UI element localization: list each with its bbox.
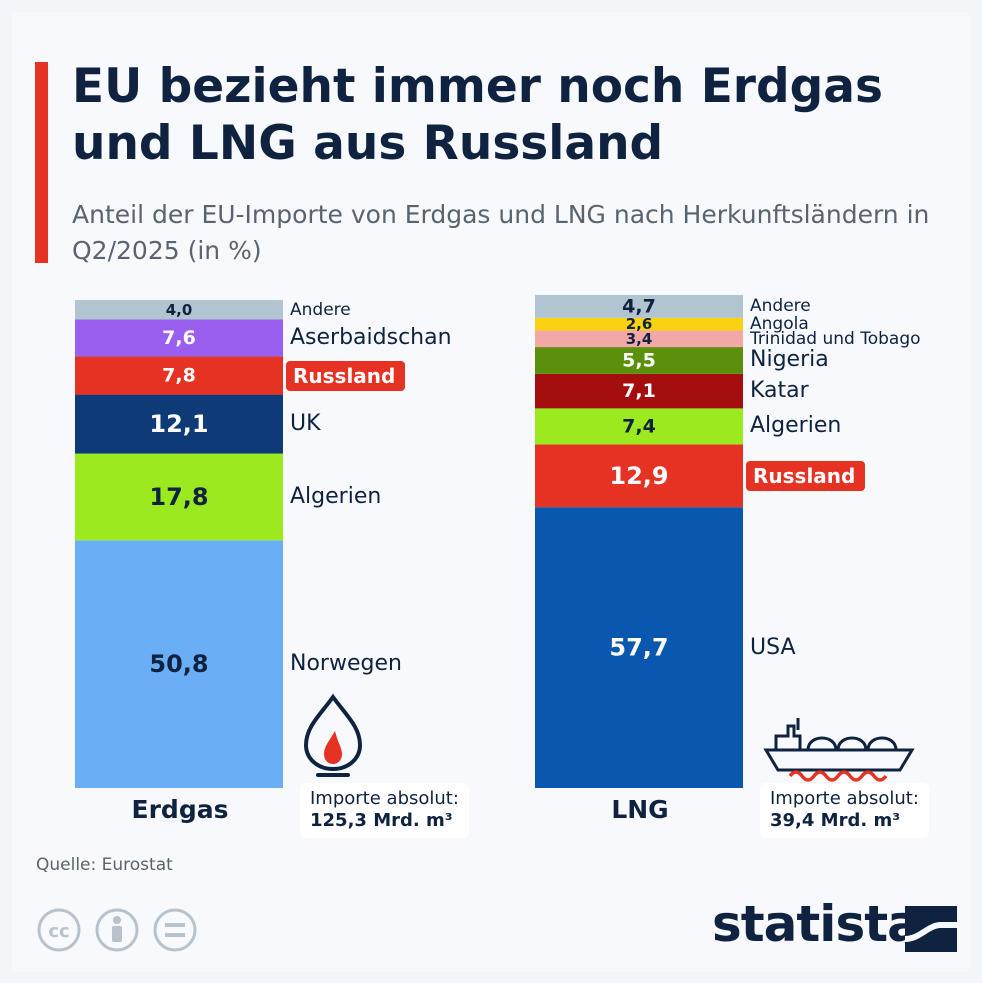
data-label-lng-trinidad-und-tobago: 3,4 <box>626 330 653 348</box>
attribution-icon[interactable] <box>95 908 139 952</box>
bar-segment-erdgas-uk <box>75 394 283 454</box>
data-label-lng-nigeria: 5,5 <box>622 349 656 371</box>
data-label-erdgas-andere: 4,0 <box>166 301 193 319</box>
license-icons[interactable]: cc <box>36 907 206 957</box>
statista-logo[interactable]: statista <box>712 895 921 953</box>
bar-segment-erdgas-russland <box>75 356 283 395</box>
info-label-lng: Importe absolut: <box>770 788 919 809</box>
bar-segment-lng-trinidad-und-tobago <box>535 330 743 348</box>
bar-segment-erdgas-andere <box>75 300 283 320</box>
info-box-erdgas: Importe absolut: 125,3 Mrd. m³ <box>300 783 469 838</box>
statista-logo-mark-icon <box>905 906 957 952</box>
data-label-lng-russland: 12,9 <box>609 462 668 490</box>
segment-name-lng-andere: Andere <box>750 296 811 317</box>
category-label-erdgas: Erdgas <box>131 795 229 824</box>
bar-segment-lng-usa <box>535 507 743 788</box>
data-label-erdgas-algerien: 17,8 <box>149 483 208 511</box>
bar-segment-lng-andere <box>535 295 743 318</box>
segment-name-lng-russland: Russland <box>746 460 866 491</box>
info-box-lng: Importe absolut: 39,4 Mrd. m³ <box>760 783 929 838</box>
bar-segment-lng-katar <box>535 373 743 409</box>
segment-name-lng-algerien: Algerien <box>750 413 842 439</box>
category-label-lng: LNG <box>611 795 669 824</box>
bar-segment-erdgas-aserbaidschan <box>75 319 283 357</box>
bar-segment-erdgas-algerien <box>75 453 283 541</box>
segment-name-erdgas-russland: Russland <box>286 360 406 391</box>
data-label-erdgas-uk: 12,1 <box>149 410 208 438</box>
data-label-lng-algerien: 7,4 <box>622 415 656 437</box>
segment-name-erdgas-algerien: Algerien <box>290 483 382 509</box>
segment-name-erdgas-andere: Andere <box>290 299 351 320</box>
lng-tanker-icon <box>763 718 915 782</box>
bar-segment-lng-nigeria <box>535 347 743 374</box>
bar-segment-lng-russland <box>535 444 743 508</box>
segment-name-lng-angola: Angola <box>750 314 809 335</box>
bar-segment-lng-angola <box>535 317 743 331</box>
segment-name-lng-nigeria: Nigeria <box>750 347 829 373</box>
info-label-erdgas: Importe absolut: <box>310 788 459 809</box>
segment-name-erdgas-norwegen: Norwegen <box>290 651 402 677</box>
segment-name-erdgas-aserbaidschan: Aserbaidschan <box>290 325 452 351</box>
title-accent-bar <box>35 62 48 263</box>
info-value-lng: 39,4 Mrd. m³ <box>770 810 901 831</box>
data-label-erdgas-russland: 7,8 <box>162 365 196 387</box>
info-value-erdgas: 125,3 Mrd. m³ <box>310 810 453 831</box>
cc-icon[interactable]: cc <box>37 908 81 952</box>
data-label-lng-andere: 4,7 <box>622 295 656 317</box>
svg-text:cc: cc <box>48 921 69 942</box>
bar-segment-erdgas-norwegen <box>75 540 283 788</box>
data-label-lng-angola: 2,6 <box>626 315 653 333</box>
segment-name-lng-trinidad-und-tobago: Trinidad und Tobago <box>750 328 921 349</box>
bar-segment-lng-algerien <box>535 408 743 445</box>
data-label-erdgas-aserbaidschan: 7,6 <box>162 327 196 349</box>
data-label-lng-katar: 7,1 <box>622 380 656 402</box>
chart-subtitle: Anteil der EU-Importe von Erdgas und LNG… <box>72 200 930 265</box>
no-derivatives-icon[interactable] <box>153 908 197 952</box>
source-note: Quelle: Eurostat <box>36 855 173 875</box>
segment-name-erdgas-uk: UK <box>290 411 321 437</box>
data-label-lng-usa: 57,7 <box>609 634 668 662</box>
gas-flame-icon <box>303 693 363 777</box>
data-label-erdgas-norwegen: 50,8 <box>149 650 208 678</box>
chart-title: EU bezieht immer noch Erdgas und LNG aus… <box>72 59 883 171</box>
segment-name-lng-katar: Katar <box>750 378 809 404</box>
segment-name-lng-usa: USA <box>750 634 796 660</box>
